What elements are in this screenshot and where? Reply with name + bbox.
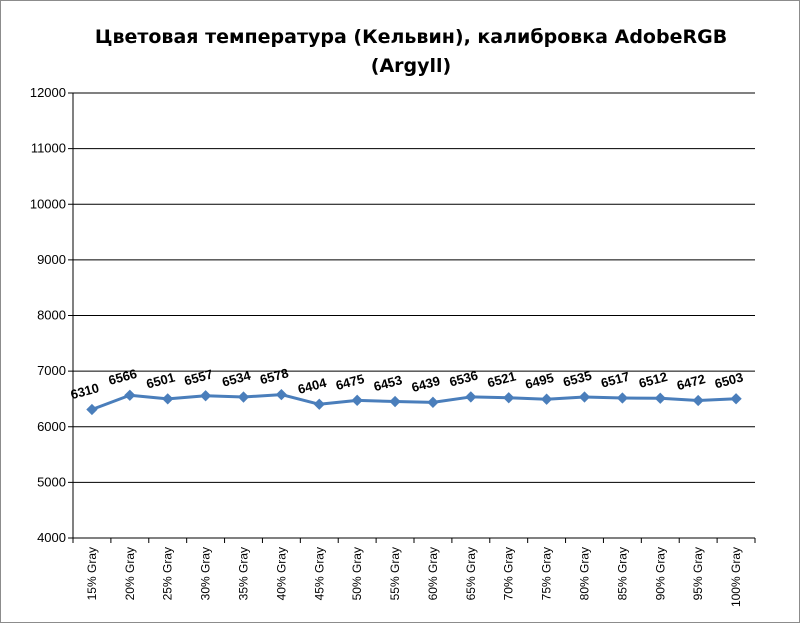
data-label: 6517 <box>599 369 631 391</box>
data-label: 6578 <box>258 365 290 387</box>
data-label: 6404 <box>296 375 329 397</box>
data-label: 6495 <box>524 370 556 392</box>
data-point <box>427 396 439 408</box>
x-tick-label: 35% Gray <box>237 547 251 600</box>
x-tick-label: 25% Gray <box>161 547 175 600</box>
data-point <box>540 393 553 405</box>
x-tick-label: 75% Gray <box>540 547 554 600</box>
data-point <box>313 398 325 410</box>
data-point <box>616 392 629 404</box>
x-tick-label: 40% Gray <box>274 547 288 600</box>
x-tick-label: 100% Gray <box>729 547 743 607</box>
x-tick-label: 95% Gray <box>691 547 705 600</box>
data-point <box>86 403 98 416</box>
x-tick-label: 30% Gray <box>199 547 213 600</box>
y-tick-label: 7000 <box>37 363 66 378</box>
data-label: 6557 <box>183 366 215 388</box>
data-point <box>124 389 136 401</box>
x-tick-label: 15% Gray <box>85 547 99 600</box>
chart-title: Цветовая температура (Кельвин), калибров… <box>94 26 728 77</box>
x-tick-label: 50% Gray <box>350 547 364 600</box>
data-point <box>199 390 212 402</box>
x-tick-label: 55% Gray <box>388 547 402 600</box>
y-tick-label: 5000 <box>37 474 66 489</box>
y-tick-label: 9000 <box>37 252 66 267</box>
x-tick-label: 85% Gray <box>615 547 629 600</box>
data-point <box>237 391 250 403</box>
y-tick-label: 6000 <box>37 419 66 434</box>
data-label: 6310 <box>69 380 101 402</box>
y-tick-label: 8000 <box>37 308 66 323</box>
x-tick-label: 70% Gray <box>502 547 516 600</box>
x-tick-label: 20% Gray <box>123 547 137 600</box>
data-label: 6439 <box>410 373 442 395</box>
x-tick-label: 45% Gray <box>312 547 326 600</box>
data-label: 6566 <box>107 366 139 388</box>
series-line <box>91 393 737 411</box>
data-label: 6501 <box>145 370 177 392</box>
data-point <box>503 392 515 404</box>
data-label: 6475 <box>334 371 366 393</box>
data-label: 6512 <box>637 369 669 391</box>
y-tick-label: 12000 <box>30 85 66 100</box>
data-point <box>465 391 477 403</box>
data-label: 6535 <box>561 368 593 390</box>
y-tick-label: 4000 <box>37 530 66 545</box>
data-point <box>162 393 174 405</box>
data-point <box>654 392 666 404</box>
x-tick-label: 90% Gray <box>653 547 667 600</box>
data-label: 6534 <box>220 368 253 390</box>
data-point <box>389 395 401 408</box>
data-label: 6521 <box>486 368 518 390</box>
data-label: 6503 <box>713 369 745 391</box>
data-point <box>692 394 704 407</box>
data-point <box>351 394 363 406</box>
data-point <box>275 388 288 401</box>
y-tick-label: 11000 <box>31 141 66 156</box>
data-label: 6453 <box>372 372 404 394</box>
data-point <box>730 393 742 405</box>
x-tick-label: 60% Gray <box>426 547 440 600</box>
data-label: 6472 <box>675 371 707 393</box>
x-tick-label: 80% Gray <box>578 547 592 600</box>
x-tick-label: 65% Gray <box>464 547 478 600</box>
data-point <box>578 391 591 403</box>
data-label: 6536 <box>448 368 480 390</box>
y-tick-label: 10000 <box>30 196 66 211</box>
